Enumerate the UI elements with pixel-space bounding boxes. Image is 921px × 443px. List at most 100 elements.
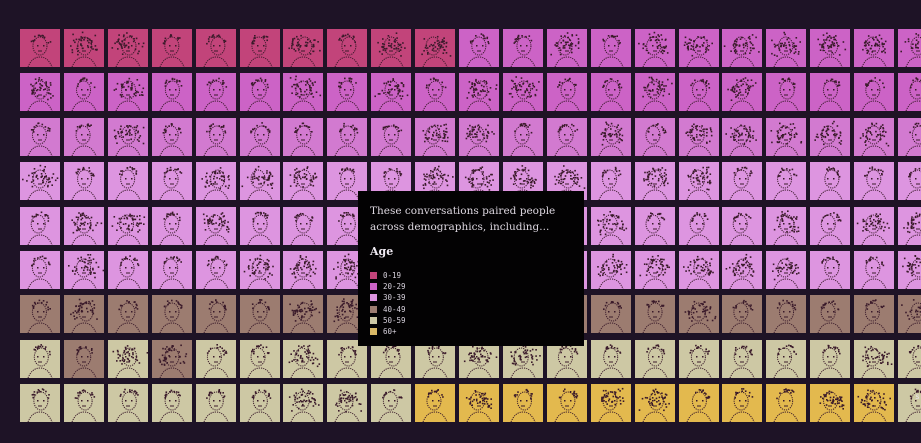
portrait-tile: [634, 384, 675, 423]
portrait-tile: [151, 384, 192, 423]
portrait-tile: [239, 206, 280, 245]
portrait-tile: [722, 162, 763, 201]
portrait-icon: [641, 77, 673, 112]
portrait-tile: [898, 117, 921, 156]
portrait-icon: [642, 122, 668, 156]
portrait-tile: [590, 339, 631, 378]
portrait-tile: [283, 295, 324, 334]
portrait-tile: [678, 339, 719, 378]
portrait-tile: [151, 162, 192, 201]
portrait-tile: [766, 384, 807, 423]
portrait-tile: [722, 29, 763, 67]
legend-label: 50-59: [383, 315, 406, 325]
portrait-icon: [241, 166, 273, 201]
portrait-icon: [856, 212, 890, 245]
portrait-icon: [682, 255, 714, 289]
portrait-tile: [371, 29, 412, 67]
portrait-icon: [22, 164, 59, 201]
portrait-tile: [502, 73, 543, 112]
portrait-icon: [857, 389, 892, 423]
portrait-icon: [247, 299, 272, 334]
portrait-icon: [378, 124, 404, 156]
portrait-tile: [107, 117, 148, 156]
portrait-icon: [817, 344, 843, 378]
portrait-tile: [63, 384, 104, 423]
portrait-tile: [634, 295, 675, 334]
legend-label: 0-19: [383, 271, 402, 281]
portrait-icon: [71, 167, 97, 201]
portrait-tile: [107, 339, 148, 378]
portrait-tile: [151, 251, 192, 289]
portrait-icon: [598, 34, 624, 67]
portrait-icon: [686, 166, 711, 201]
portrait-tile: [810, 295, 851, 334]
portrait-tile: [854, 117, 895, 156]
portrait-tile: [107, 73, 148, 112]
portrait-tile: [722, 251, 763, 289]
portrait-tile: [502, 29, 543, 67]
portrait-tile: [20, 384, 60, 423]
portrait-icon: [727, 77, 757, 112]
portrait-icon: [200, 167, 230, 201]
portrait-tile: [854, 295, 895, 334]
portrait-tile: [327, 384, 368, 423]
portrait-tile: [678, 162, 719, 201]
portrait-icon: [817, 78, 843, 112]
portrait-tile: [810, 29, 851, 67]
portrait-tile: [502, 339, 543, 378]
portrait-tile: [107, 162, 148, 201]
legend-title: Age: [370, 245, 394, 258]
portrait-tile: [634, 117, 675, 156]
portrait-tile: [20, 251, 60, 289]
portrait-tile: [810, 117, 851, 156]
portrait-icon: [27, 77, 54, 112]
legend-swatch: [370, 294, 377, 302]
portrait-tile: [766, 117, 807, 156]
portrait-tile: [502, 384, 543, 423]
portrait-icon: [861, 166, 887, 201]
portrait-tile: [63, 206, 104, 245]
portrait-icon: [334, 122, 360, 156]
portrait-icon: [247, 77, 272, 112]
portrait-tile: [327, 339, 368, 378]
portrait-tile: [415, 117, 456, 156]
portrait-icon: [905, 388, 921, 423]
legend-label: 40-49: [383, 304, 406, 314]
portrait-tile: [678, 206, 719, 245]
portrait-tile: [722, 117, 763, 156]
portrait-icon: [111, 32, 145, 67]
portrait-icon: [247, 344, 272, 378]
portrait-tile: [327, 117, 368, 156]
portrait-icon: [773, 209, 800, 245]
portrait-tile: [63, 73, 104, 112]
portrait-icon: [598, 121, 624, 156]
portrait-icon: [247, 35, 272, 67]
portrait-tile: [590, 251, 631, 289]
portrait-icon: [773, 300, 799, 334]
portrait-tile: [415, 339, 456, 378]
portrait-tile: [415, 73, 456, 112]
portrait-icon: [817, 256, 843, 289]
portrait-tile: [678, 117, 719, 156]
portrait-icon: [900, 33, 921, 67]
portrait-icon: [773, 344, 799, 378]
portrait-tile: [327, 73, 368, 112]
portrait-tile: [239, 339, 280, 378]
portrait-tile: [20, 295, 60, 334]
portrait-icon: [334, 211, 360, 245]
portrait-icon: [27, 388, 53, 423]
portrait-icon: [115, 388, 141, 423]
portrait-icon: [729, 388, 755, 423]
portrait-icon: [859, 122, 890, 156]
portrait-tile: [239, 162, 280, 201]
portrait-icon: [817, 390, 845, 423]
portrait-tile: [63, 339, 104, 378]
portrait-icon: [115, 255, 141, 289]
portrait-tile: [590, 117, 631, 156]
portrait-icon: [159, 211, 185, 245]
portrait-icon: [71, 345, 97, 378]
portrait-tile: [678, 384, 719, 423]
portrait-tile: [283, 117, 324, 156]
legend-label: 30-39: [383, 293, 406, 303]
portrait-icon: [902, 255, 921, 289]
